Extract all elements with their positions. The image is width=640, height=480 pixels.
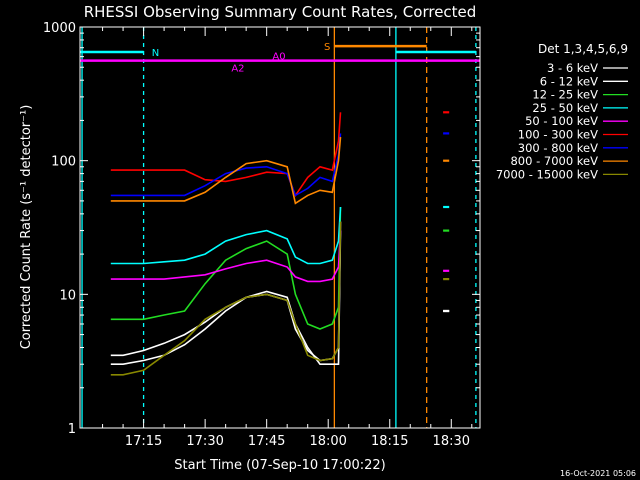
y-axis-label: Corrected Count Rate (s⁻¹ detector⁻¹)	[19, 105, 34, 350]
plot-frame	[79, 26, 481, 429]
series-line-8	[110, 221, 342, 376]
x-axis-label: Start Time (07-Sep-10 17:00:22)	[174, 458, 385, 473]
annotation-A2: A2	[231, 64, 244, 75]
series-line-7	[110, 137, 342, 205]
x-tick-label: 18:00	[309, 434, 346, 449]
x-tick-label: 17:45	[248, 434, 285, 449]
series-line-2	[110, 206, 342, 330]
legend-label: 300 - 800 keV	[518, 141, 598, 155]
y-tick-label: 1	[68, 422, 76, 437]
y-tick-label: 1000	[43, 21, 76, 36]
series-line-4	[110, 230, 342, 283]
annotation-S: S	[324, 42, 330, 53]
series-line-3	[110, 206, 342, 265]
series-line-6	[110, 133, 342, 197]
legend-label: 100 - 300 keV	[518, 128, 598, 142]
legend-label: 25 - 50 keV	[532, 101, 598, 115]
legend-label: 6 - 12 keV	[540, 74, 598, 88]
series-line-5	[110, 112, 342, 198]
legend-label: 12 - 25 keV	[532, 88, 598, 102]
annotation-N: N	[152, 48, 159, 59]
x-tick-label: 17:30	[186, 434, 223, 449]
y-tick-label: 10	[59, 288, 76, 303]
x-tick-label: 18:15	[371, 434, 408, 449]
y-tick-label: 100	[51, 155, 76, 170]
legend-label: 7000 - 15000 keV	[496, 167, 598, 181]
x-tick-label: 18:30	[433, 434, 470, 449]
series-line-0	[110, 230, 342, 366]
legend-title: Det 1,3,4,5,6,9	[538, 42, 628, 56]
legend-label: 50 - 100 keV	[525, 114, 598, 128]
x-tick-label: 17:15	[125, 434, 162, 449]
annotation-A0: A0	[272, 52, 285, 63]
footer-timestamp: 16-Oct-2021 05:06	[560, 469, 636, 478]
chart-title: RHESSI Observing Summary Count Rates, Co…	[84, 3, 477, 21]
legend-label: 3 - 6 keV	[547, 61, 598, 75]
legend-label: 800 - 7000 keV	[510, 154, 598, 168]
